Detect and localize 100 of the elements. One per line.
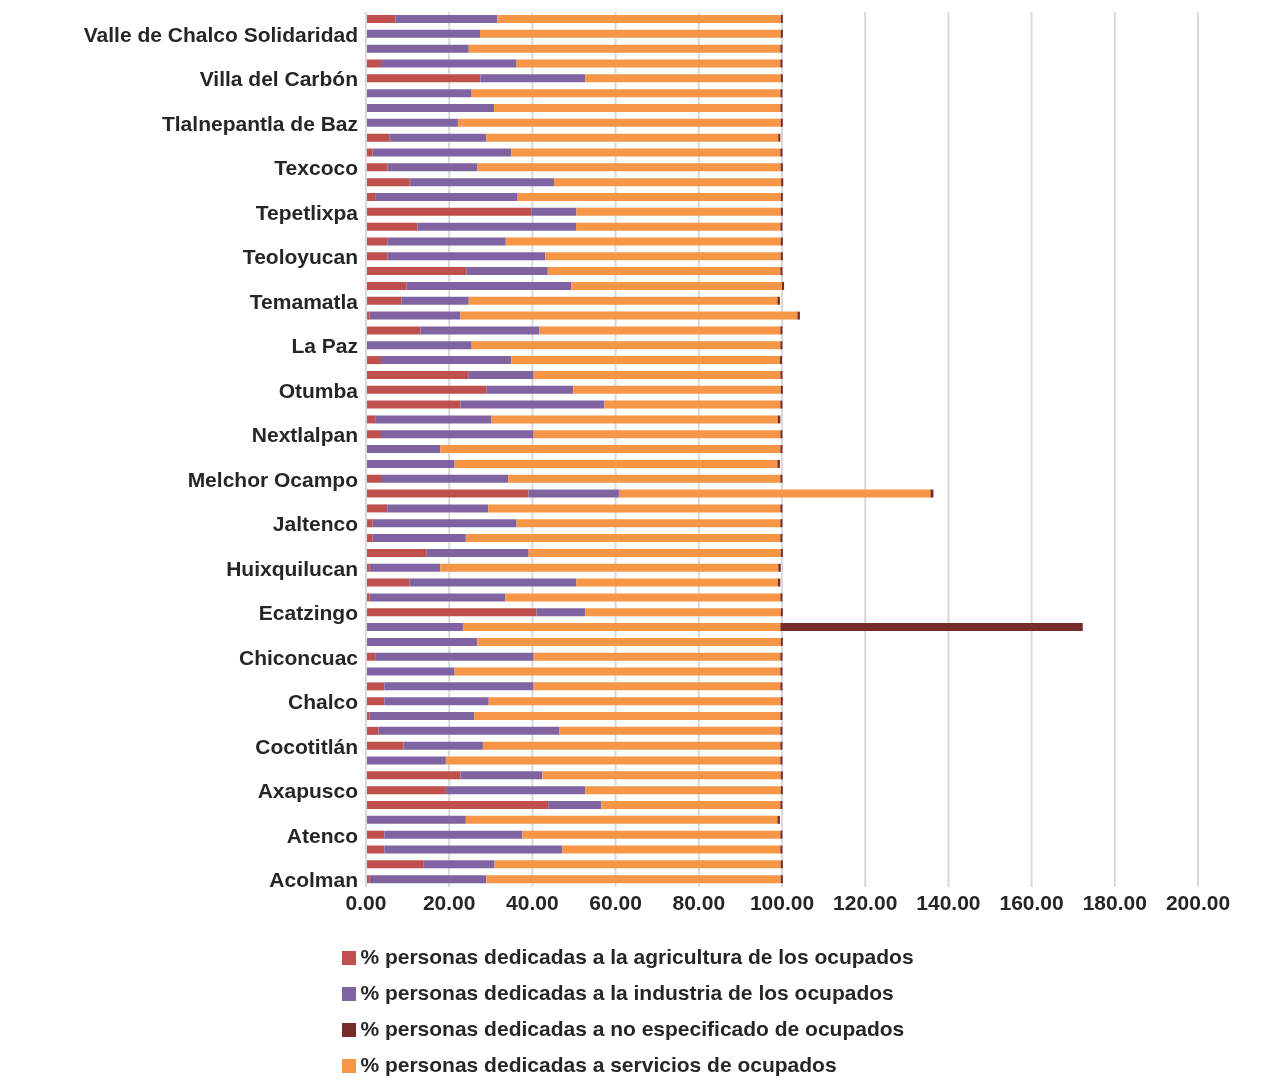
y-tick-label: Teoloyucan — [242, 245, 358, 269]
bar — [366, 830, 385, 839]
y-tick-label: Chiconcuac — [238, 645, 359, 669]
bar — [505, 593, 781, 602]
bar — [366, 281, 407, 290]
bar — [366, 682, 385, 691]
y-tick-label: Huixquilucan — [226, 556, 358, 580]
bar — [547, 267, 781, 276]
bar — [486, 385, 574, 394]
bar — [604, 400, 781, 409]
bar — [366, 801, 549, 810]
bar — [528, 548, 781, 557]
bar — [369, 875, 487, 884]
bar — [780, 252, 783, 261]
bar — [486, 875, 781, 884]
x-tick-label: 20.00 — [422, 890, 476, 914]
bar — [780, 118, 783, 127]
bar — [780, 682, 783, 691]
bar — [780, 385, 783, 394]
bar — [460, 771, 543, 780]
bar — [780, 370, 783, 379]
bar — [505, 237, 781, 246]
bar — [387, 252, 546, 261]
y-tick-label: Nextlalpan — [251, 423, 358, 447]
bar — [380, 474, 509, 483]
bar — [781, 178, 784, 187]
bar — [797, 311, 800, 320]
bar — [366, 103, 495, 112]
bar — [585, 608, 781, 617]
bar — [366, 459, 455, 468]
bar — [380, 430, 534, 439]
bar — [780, 237, 783, 246]
bar — [387, 504, 489, 513]
bar — [366, 252, 388, 261]
x-tick-label: 100.00 — [749, 890, 815, 914]
x-tick-label: 200.00 — [1165, 890, 1231, 914]
bar — [462, 623, 781, 632]
x-tick-label: 40.00 — [506, 890, 559, 914]
bar — [366, 15, 396, 23]
bar — [471, 89, 781, 98]
y-tick-label: Ecatzingo — [258, 601, 358, 625]
bar — [491, 415, 778, 424]
x-tick-label: 120.00 — [833, 890, 898, 914]
bar — [366, 578, 410, 587]
bar — [497, 15, 781, 23]
bar — [417, 222, 577, 231]
bar — [366, 29, 480, 38]
bar — [780, 741, 783, 750]
bar — [369, 311, 461, 320]
bar — [618, 489, 931, 498]
bar — [366, 845, 385, 854]
bar — [366, 474, 381, 483]
bar — [423, 860, 495, 869]
x-tick-label: 160.00 — [999, 890, 1064, 914]
bar — [539, 326, 781, 335]
bar — [573, 385, 781, 394]
bar — [779, 356, 782, 365]
bar — [780, 712, 783, 721]
bar — [780, 534, 783, 543]
bar — [445, 786, 586, 795]
bar — [780, 207, 783, 216]
bar — [780, 726, 783, 735]
bar — [387, 237, 506, 246]
bar — [468, 296, 778, 305]
bar — [366, 771, 461, 780]
bar — [780, 89, 783, 98]
bar — [780, 519, 783, 528]
bar — [409, 178, 555, 187]
bar — [780, 222, 783, 231]
bar — [486, 133, 779, 142]
bar — [366, 237, 388, 246]
y-tick-label: Otumba — [278, 378, 359, 402]
bar — [401, 296, 469, 305]
y-tick-label: Valle de Chalco Solidaridad — [83, 22, 358, 46]
bar — [366, 637, 478, 646]
bar — [780, 860, 783, 869]
bar — [369, 712, 475, 721]
bar — [780, 623, 1083, 632]
bar — [366, 207, 532, 216]
x-tick-label: 80.00 — [672, 890, 726, 914]
bar — [366, 148, 373, 157]
bar — [440, 445, 781, 454]
y-tick-label: Melchor Ocampo — [187, 467, 358, 491]
bar — [366, 519, 373, 528]
bar — [366, 326, 421, 335]
bar — [387, 163, 478, 172]
bar — [531, 207, 577, 216]
bar — [780, 593, 783, 602]
bar — [366, 860, 424, 869]
bar — [482, 741, 781, 750]
bar — [378, 726, 560, 735]
bar — [409, 578, 577, 587]
bar — [366, 341, 472, 350]
bar — [366, 370, 469, 379]
y-tick-label: Axapusco — [257, 779, 358, 803]
bar — [780, 756, 783, 765]
bar — [780, 445, 783, 454]
bar — [780, 326, 783, 335]
bar — [445, 756, 781, 765]
bar — [780, 400, 783, 409]
